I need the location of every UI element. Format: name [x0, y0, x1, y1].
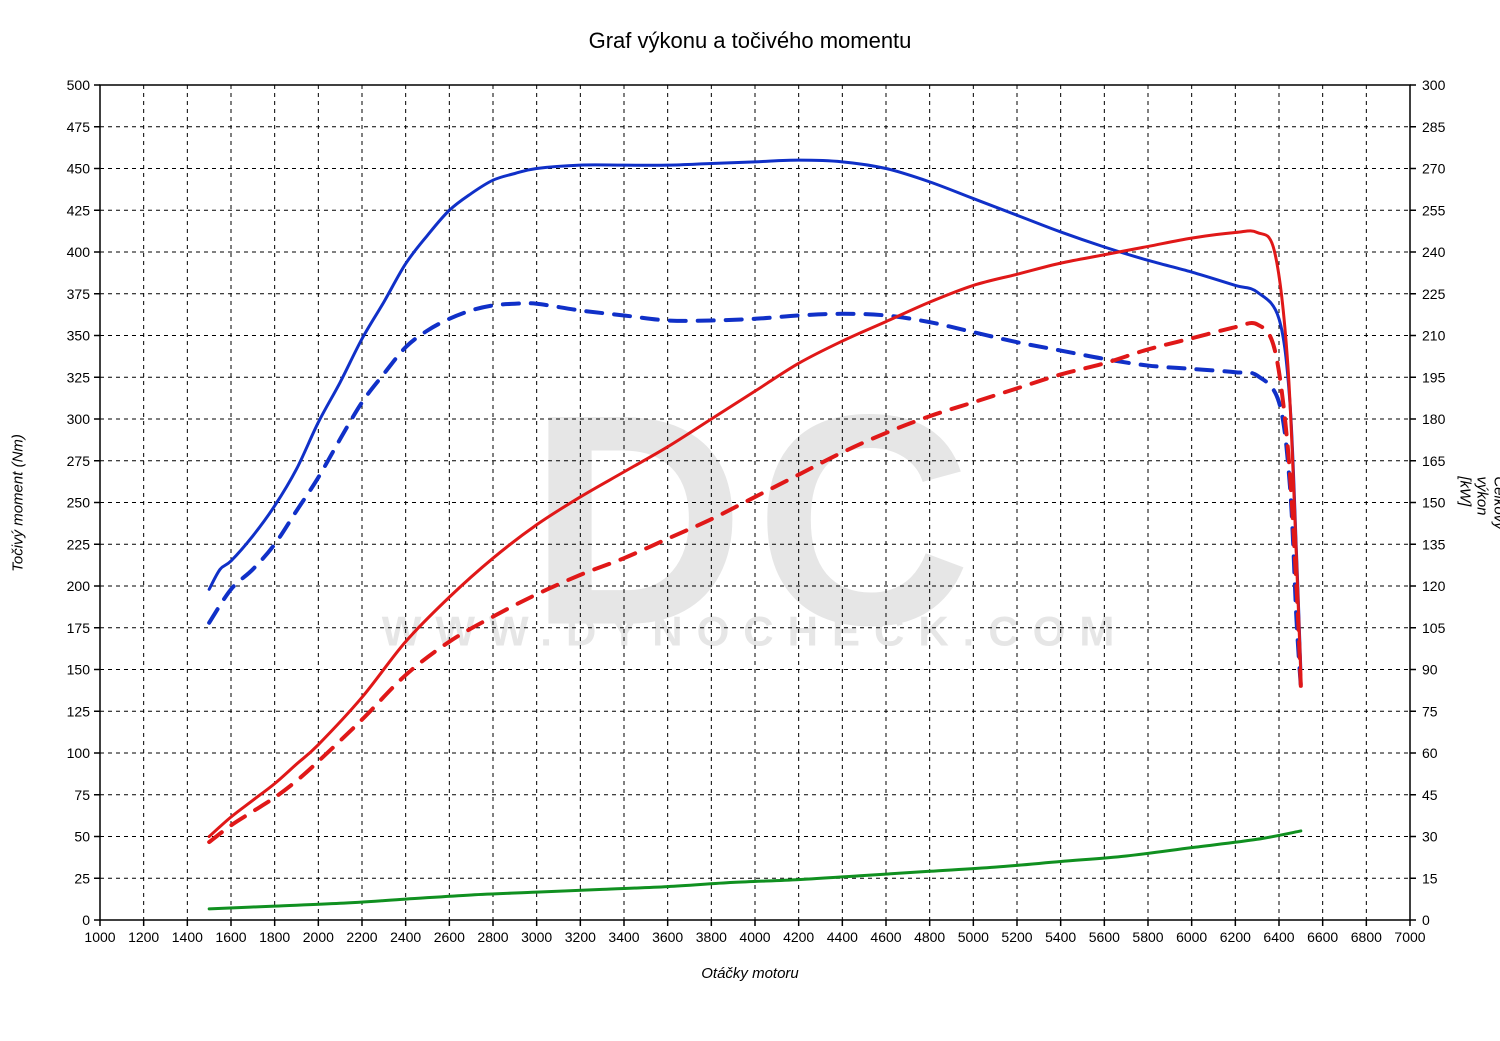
svg-text:500: 500: [67, 77, 91, 93]
svg-text:300: 300: [67, 411, 91, 427]
svg-text:475: 475: [67, 119, 91, 135]
svg-text:5000: 5000: [958, 929, 989, 945]
svg-text:165: 165: [1422, 453, 1446, 469]
svg-text:30: 30: [1422, 829, 1438, 845]
svg-text:2000: 2000: [303, 929, 334, 945]
svg-text:125: 125: [67, 703, 91, 719]
svg-text:225: 225: [1422, 286, 1446, 302]
svg-text:2800: 2800: [477, 929, 508, 945]
svg-text:425: 425: [67, 202, 91, 218]
dyno-chart: Graf výkonu a točivého momentu Točivý mo…: [0, 0, 1500, 1041]
svg-text:4000: 4000: [739, 929, 770, 945]
svg-text:105: 105: [1422, 620, 1446, 636]
svg-text:4800: 4800: [914, 929, 945, 945]
svg-text:25: 25: [74, 870, 90, 886]
svg-text:5800: 5800: [1132, 929, 1163, 945]
svg-text:3000: 3000: [521, 929, 552, 945]
svg-text:7000: 7000: [1394, 929, 1425, 945]
svg-text:375: 375: [67, 286, 91, 302]
svg-text:1800: 1800: [259, 929, 290, 945]
svg-text:350: 350: [67, 328, 91, 344]
svg-text:120: 120: [1422, 578, 1446, 594]
svg-text:285: 285: [1422, 119, 1446, 135]
svg-text:5400: 5400: [1045, 929, 1076, 945]
plot-svg: DCWWW.DYNOCHECK.COM100012001400160018002…: [0, 0, 1500, 1041]
svg-text:50: 50: [74, 829, 90, 845]
svg-text:3200: 3200: [565, 929, 596, 945]
svg-text:6800: 6800: [1351, 929, 1382, 945]
svg-text:15: 15: [1422, 870, 1438, 886]
svg-text:0: 0: [1422, 912, 1430, 928]
svg-text:6000: 6000: [1176, 929, 1207, 945]
svg-text:75: 75: [74, 787, 90, 803]
svg-text:240: 240: [1422, 244, 1446, 260]
svg-text:75: 75: [1422, 703, 1438, 719]
svg-text:60: 60: [1422, 745, 1438, 761]
svg-text:270: 270: [1422, 161, 1446, 177]
svg-text:200: 200: [67, 578, 91, 594]
svg-text:1600: 1600: [215, 929, 246, 945]
svg-text:150: 150: [1422, 495, 1446, 511]
svg-text:1200: 1200: [128, 929, 159, 945]
svg-text:90: 90: [1422, 662, 1438, 678]
svg-text:275: 275: [67, 453, 91, 469]
svg-text:1000: 1000: [84, 929, 115, 945]
svg-text:175: 175: [67, 620, 91, 636]
svg-text:4400: 4400: [827, 929, 858, 945]
svg-text:45: 45: [1422, 787, 1438, 803]
svg-text:250: 250: [67, 495, 91, 511]
svg-text:2400: 2400: [390, 929, 421, 945]
svg-text:6600: 6600: [1307, 929, 1338, 945]
svg-text:2200: 2200: [346, 929, 377, 945]
svg-text:135: 135: [1422, 536, 1446, 552]
svg-text:6200: 6200: [1220, 929, 1251, 945]
svg-text:6400: 6400: [1263, 929, 1294, 945]
svg-text:3400: 3400: [608, 929, 639, 945]
svg-text:180: 180: [1422, 411, 1446, 427]
svg-text:4600: 4600: [870, 929, 901, 945]
svg-text:3800: 3800: [696, 929, 727, 945]
svg-text:255: 255: [1422, 202, 1446, 218]
svg-text:5200: 5200: [1001, 929, 1032, 945]
svg-text:325: 325: [67, 369, 91, 385]
svg-text:1400: 1400: [172, 929, 203, 945]
svg-text:400: 400: [67, 244, 91, 260]
svg-text:195: 195: [1422, 369, 1446, 385]
svg-text:5600: 5600: [1089, 929, 1120, 945]
svg-text:3600: 3600: [652, 929, 683, 945]
svg-text:4200: 4200: [783, 929, 814, 945]
svg-text:0: 0: [82, 912, 90, 928]
svg-text:450: 450: [67, 161, 91, 177]
svg-text:100: 100: [67, 745, 91, 761]
svg-text:300: 300: [1422, 77, 1446, 93]
svg-text:150: 150: [67, 662, 91, 678]
svg-text:210: 210: [1422, 328, 1446, 344]
svg-text:225: 225: [67, 536, 91, 552]
svg-text:2600: 2600: [434, 929, 465, 945]
